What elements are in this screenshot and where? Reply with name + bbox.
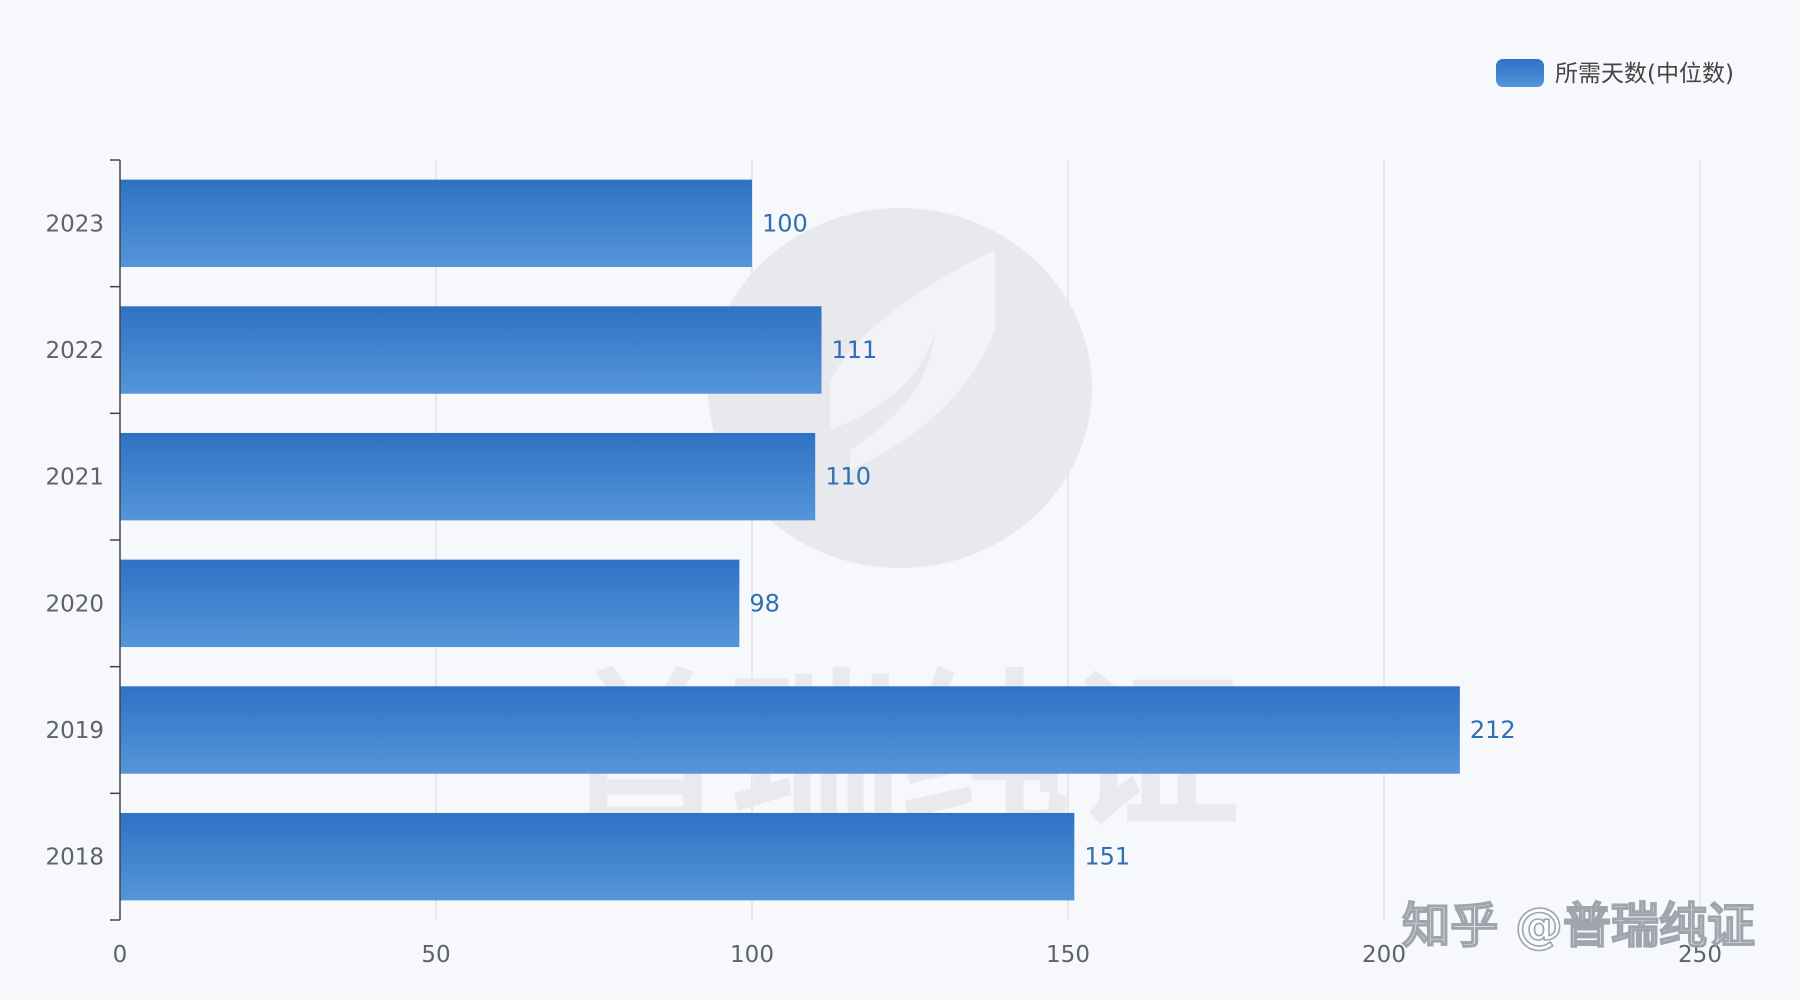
bars: 100 111 110 98 212 151	[120, 179, 1516, 901]
x-tick-label-100: 100	[730, 942, 774, 968]
value-label-2019: 212	[1470, 716, 1516, 744]
credit-watermark: 知乎 @普瑞纯证	[1401, 897, 1755, 955]
y-tick-label-2020: 2020	[45, 591, 104, 617]
y-tick-label-2022: 2022	[45, 338, 104, 364]
value-label-2022: 111	[832, 336, 878, 364]
legend-swatch[interactable]	[1496, 59, 1544, 87]
bar-2019[interactable]	[120, 686, 1460, 774]
bar-2022[interactable]	[120, 306, 822, 394]
x-tick-label-200: 200	[1362, 942, 1406, 968]
watermark-leaf-icon	[830, 250, 995, 565]
bar-2023[interactable]	[120, 179, 752, 268]
value-label-2023: 100	[762, 209, 808, 237]
y-tick-label-2021: 2021	[45, 465, 104, 491]
legend[interactable]: 所需天数(中位数)	[1496, 59, 1734, 87]
y-tick-label-2018: 2018	[45, 845, 104, 871]
x-tick-label-150: 150	[1046, 942, 1090, 968]
y-tick-label-2023: 2023	[45, 211, 104, 237]
y-tick-label-2019: 2019	[45, 718, 104, 744]
value-label-2020: 98	[749, 589, 780, 617]
bar-2018[interactable]	[120, 812, 1075, 901]
legend-label[interactable]: 所需天数(中位数)	[1555, 61, 1734, 87]
value-label-2021: 110	[825, 463, 871, 491]
x-tick-label-250: 250	[1678, 942, 1722, 968]
x-tick-label-0: 0	[113, 942, 128, 968]
bar-2020[interactable]	[120, 559, 740, 648]
credit-text: 知乎 @普瑞纯证	[1402, 898, 1755, 954]
value-label-2018: 151	[1084, 843, 1130, 871]
axes: 2023 2022 2021 2020 2019 2018 0 50 100 150 200 250	[45, 159, 1722, 968]
x-tick-label-50: 50	[421, 942, 450, 968]
bar-2021[interactable]	[120, 432, 816, 521]
